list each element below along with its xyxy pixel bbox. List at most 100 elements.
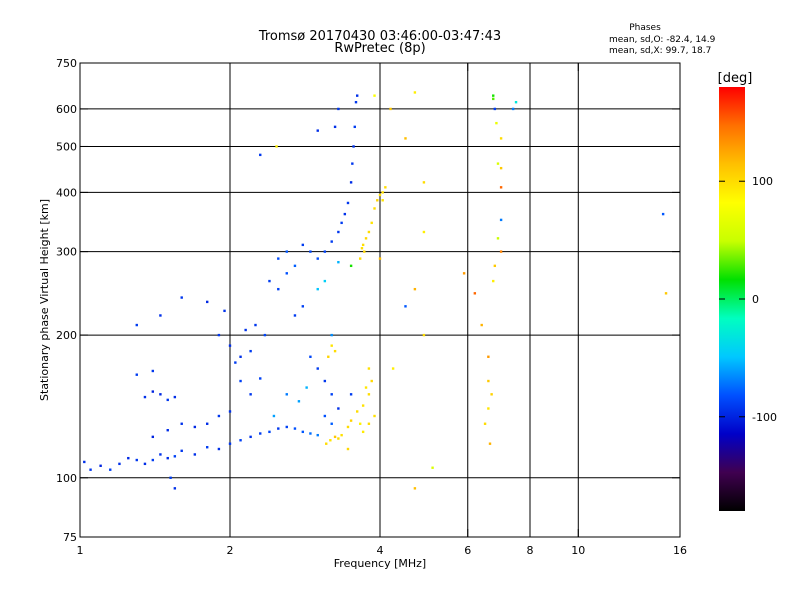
chart-title: Tromsø 20170430 03:46:00-03:47:43 (258, 29, 501, 44)
data-point (180, 449, 183, 453)
x-tick-label: 4 (377, 544, 384, 557)
x-tick-label: 16 (673, 544, 687, 557)
data-point (217, 333, 221, 337)
x-tick-label: 1 (77, 544, 84, 557)
data-point (217, 447, 221, 451)
data-point (376, 199, 379, 202)
data-point (381, 191, 384, 194)
data-point (337, 260, 340, 264)
axis-ticks: 1 2 4 6 8 10 16 75 100 200 300 400 500 600 750 (56, 57, 687, 557)
data-point (173, 455, 177, 458)
data-point (309, 250, 312, 253)
data-point (234, 361, 237, 364)
data-point (352, 145, 355, 148)
data-point (325, 442, 328, 445)
data-point (333, 125, 337, 129)
data-point (337, 230, 340, 234)
y-tick-label: 400 (56, 186, 77, 199)
colorbar-label: [deg] (718, 71, 753, 86)
data-point (378, 193, 382, 197)
data-point (239, 439, 242, 442)
data-point (223, 309, 226, 313)
data-point (316, 129, 319, 132)
x-tick-label: 6 (464, 544, 471, 557)
data-point (337, 437, 340, 440)
data-point (488, 442, 492, 445)
data-point (367, 422, 371, 425)
data-point (173, 395, 177, 399)
data-point (205, 300, 209, 304)
data-point (340, 221, 343, 225)
data-point (349, 419, 353, 422)
data-point (316, 433, 319, 437)
data-point (487, 407, 490, 410)
data-point (259, 377, 262, 380)
data-point (490, 393, 493, 396)
data-point (277, 257, 280, 260)
data-point (514, 100, 518, 104)
data-point (293, 427, 297, 430)
data-point (159, 393, 162, 396)
data-point (499, 218, 503, 222)
data-point (263, 333, 267, 337)
data-point (205, 422, 209, 425)
y-tick-label: 100 (56, 472, 77, 485)
y-tick-label: 75 (63, 531, 77, 544)
data-point (151, 369, 155, 373)
data-point (83, 460, 86, 464)
data-point (166, 429, 169, 432)
grid (80, 63, 680, 537)
data-point (381, 199, 384, 202)
data-point (340, 433, 343, 437)
data-point (480, 323, 483, 327)
data-point (151, 435, 155, 439)
data-point (151, 390, 155, 393)
data-point (351, 162, 354, 165)
data-point (301, 430, 305, 434)
data-point (109, 468, 112, 471)
chart-subtitle: RwPretec (8p) (334, 41, 425, 56)
data-point (159, 314, 162, 317)
y-tick-label: 300 (56, 246, 77, 259)
data-point (413, 287, 417, 291)
colorbar-tick-label: -100 (752, 411, 777, 424)
data-point (492, 279, 495, 283)
data-point (285, 250, 288, 253)
data-point (285, 393, 288, 396)
data-point (249, 393, 252, 396)
data-point (346, 425, 350, 429)
stats-title: Phases (629, 23, 661, 33)
data-point (205, 446, 209, 449)
data-point (99, 464, 102, 467)
data-point (487, 379, 490, 383)
data-point (277, 287, 280, 291)
data-point (373, 414, 376, 418)
data-point (337, 407, 340, 410)
data-point (159, 453, 162, 456)
data-point (239, 379, 242, 383)
data-point (143, 462, 147, 466)
data-point (499, 186, 503, 189)
data-point (316, 287, 319, 291)
data-point (499, 250, 503, 253)
data-point (404, 137, 407, 140)
data-point (217, 414, 221, 418)
data-point (239, 355, 242, 358)
data-point (358, 257, 362, 260)
data-point (166, 398, 169, 402)
data-point (389, 107, 392, 111)
data-point (285, 425, 288, 429)
data-point (346, 447, 350, 451)
data-point (360, 247, 364, 250)
data-point (364, 386, 368, 389)
data-point (422, 181, 426, 184)
data-point (316, 367, 319, 370)
data-point (169, 476, 172, 479)
data-point (493, 107, 497, 111)
data-point (323, 279, 327, 283)
data-point (330, 422, 333, 425)
data-point (367, 367, 371, 370)
data-point (259, 153, 262, 157)
data-point (259, 432, 262, 435)
data-point (301, 305, 305, 308)
